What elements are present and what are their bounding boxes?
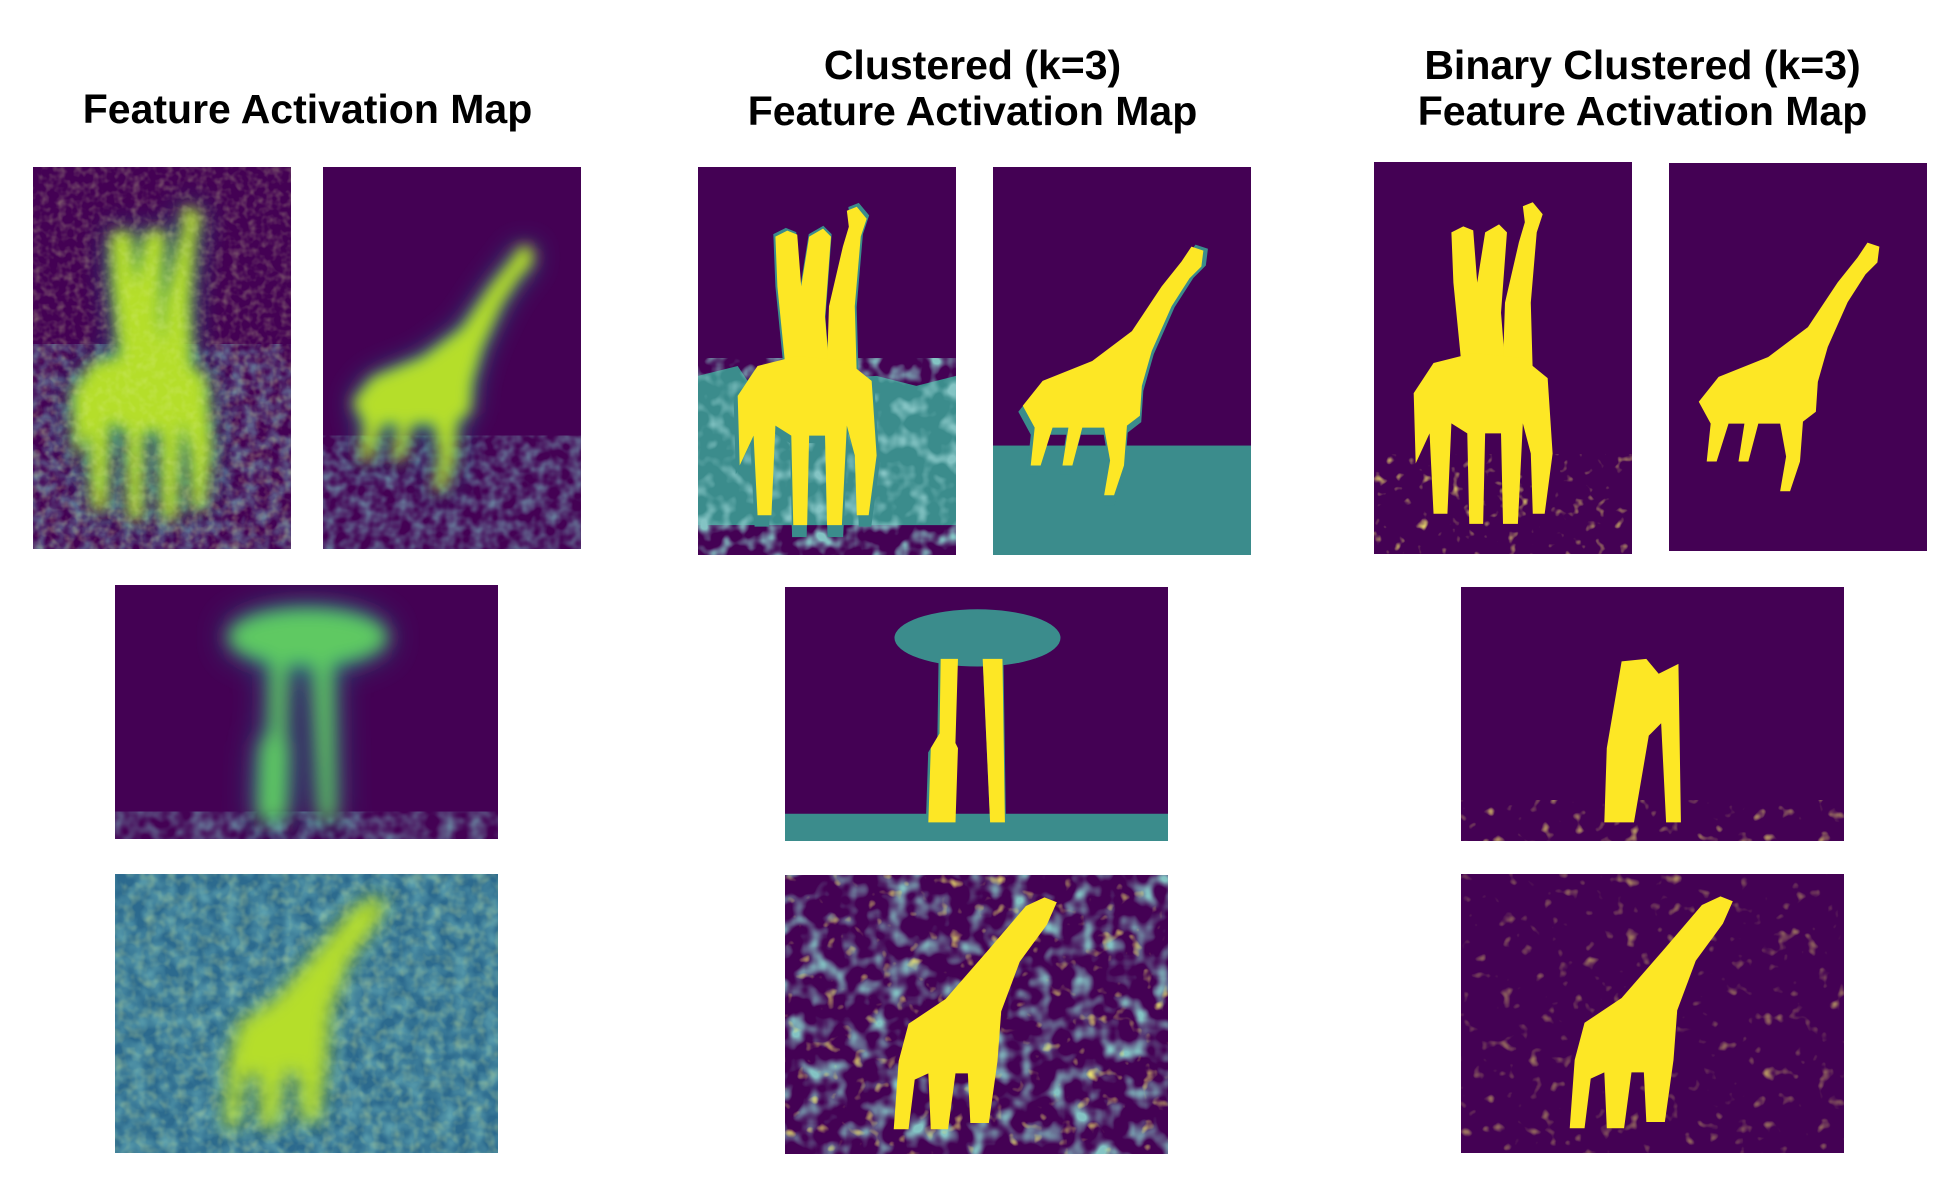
title-line: Binary Clustered (k=3) (1424, 42, 1861, 88)
clustered-map-grass-giraffe (785, 875, 1168, 1154)
binary-map-grass-giraffe (1461, 874, 1844, 1153)
activation-map-grass-giraffe (115, 874, 498, 1153)
binary-map-tree-giraffes (1461, 587, 1844, 841)
column-title-clustered: Clustered (k=3) Feature Activation Map (700, 42, 1245, 134)
title-line: Clustered (k=3) (823, 42, 1122, 88)
column-title-binary-clustered: Binary Clustered (k=3) Feature Activatio… (1370, 42, 1915, 134)
clustered-map-two-giraffes (698, 167, 956, 555)
activation-map-tree-giraffes (115, 585, 498, 839)
clustered-map-tree-giraffes (785, 587, 1168, 841)
binary-map-walking-giraffe (1669, 163, 1927, 551)
column-title-feature-activation: Feature Activation Map (40, 86, 575, 132)
title-line: Feature Activation Map (1417, 88, 1868, 134)
binary-map-two-giraffes (1374, 162, 1632, 554)
activation-map-two-giraffes (33, 167, 291, 549)
clustered-map-walking-giraffe (993, 167, 1251, 555)
title-line: Feature Activation Map (747, 88, 1198, 134)
title-line: Feature Activation Map (82, 86, 533, 132)
activation-map-walking-giraffe (323, 167, 581, 549)
